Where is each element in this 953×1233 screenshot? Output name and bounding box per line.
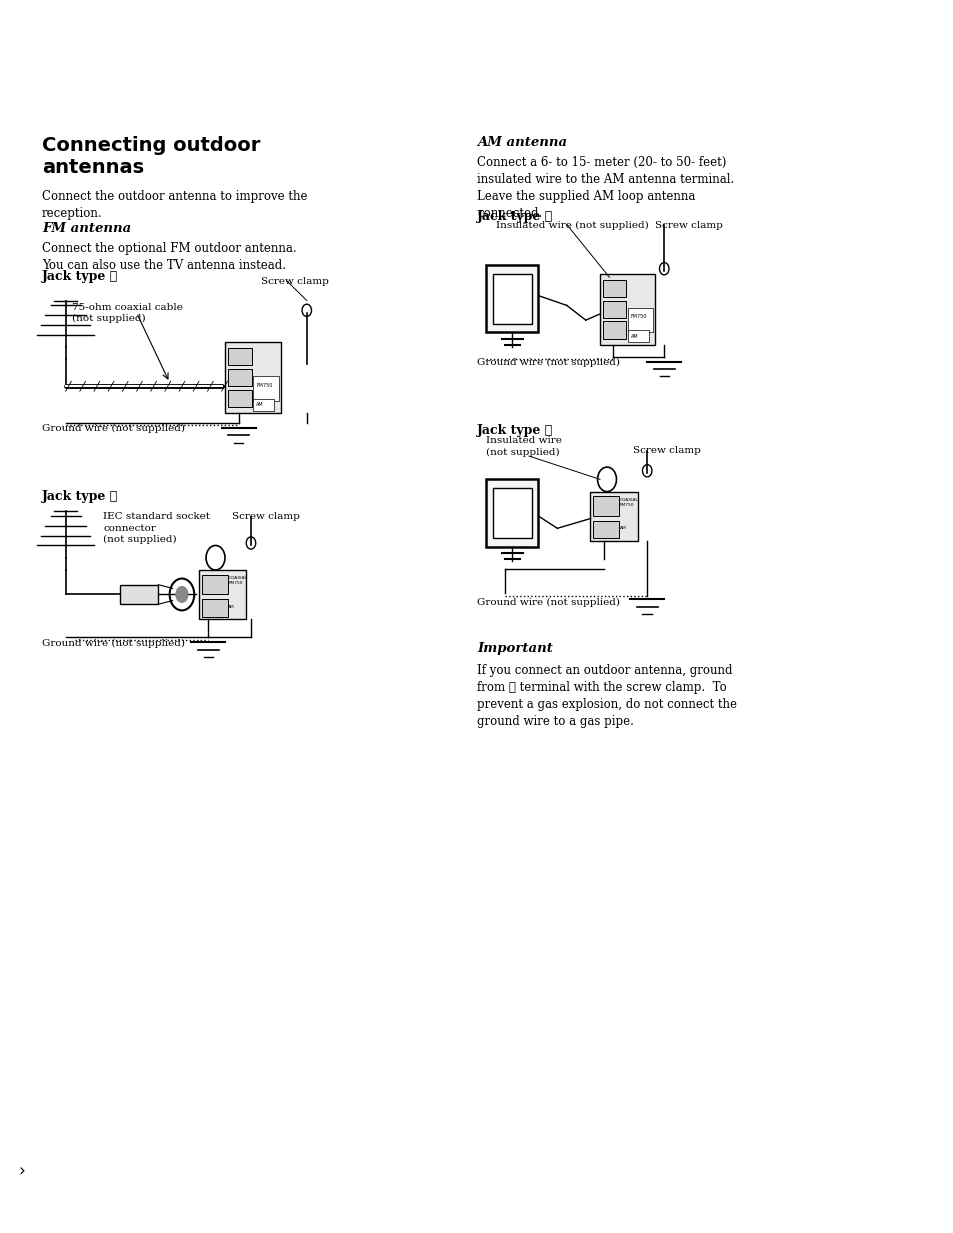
Bar bbox=[590, 492, 638, 540]
Text: Insulated wire
(not supplied): Insulated wire (not supplied) bbox=[486, 436, 561, 456]
Text: Ground wire (not supplied): Ground wire (not supplied) bbox=[476, 358, 619, 367]
Bar bbox=[599, 274, 655, 345]
Bar bbox=[225, 343, 280, 413]
Bar bbox=[493, 274, 531, 324]
Bar bbox=[202, 575, 228, 594]
Text: Connect the optional FM outdoor antenna.
You can also use the TV antenna instead: Connect the optional FM outdoor antenna.… bbox=[42, 242, 296, 271]
Text: Screw clamp: Screw clamp bbox=[232, 513, 299, 522]
Text: Ground wire (not supplied): Ground wire (not supplied) bbox=[476, 598, 619, 608]
Bar bbox=[486, 480, 537, 546]
Text: FM750: FM750 bbox=[255, 382, 273, 387]
Bar bbox=[486, 265, 537, 333]
Bar bbox=[228, 369, 252, 386]
Bar bbox=[602, 322, 625, 339]
Text: FM750: FM750 bbox=[630, 314, 646, 319]
Bar bbox=[593, 497, 618, 517]
Text: If you connect an outdoor antenna, ground
from ℋ terminal with the screw clamp. : If you connect an outdoor antenna, groun… bbox=[476, 665, 737, 729]
Text: Jack type Ⓑ: Jack type Ⓑ bbox=[476, 424, 553, 438]
Text: Jack type Ⓐ: Jack type Ⓐ bbox=[476, 210, 553, 223]
Text: AM: AM bbox=[255, 402, 263, 407]
Text: Important: Important bbox=[476, 642, 553, 655]
Text: Connect the outdoor antenna to improve the
reception.: Connect the outdoor antenna to improve t… bbox=[42, 190, 307, 221]
Text: 75-ohm coaxial cable
(not supplied): 75-ohm coaxial cable (not supplied) bbox=[72, 303, 183, 323]
Text: Screw clamp: Screw clamp bbox=[261, 277, 329, 286]
Text: Connecting outdoor
antennas: Connecting outdoor antennas bbox=[42, 137, 260, 178]
Text: Ground wire (not supplied): Ground wire (not supplied) bbox=[42, 639, 185, 647]
Text: COAXIAL
FM750: COAXIAL FM750 bbox=[619, 498, 638, 507]
Bar bbox=[202, 599, 228, 616]
Text: Connect a 6- to 15- meter (20- to 50- feet)
insulated wire to the AM antenna ter: Connect a 6- to 15- meter (20- to 50- fe… bbox=[476, 157, 734, 219]
Bar bbox=[253, 376, 278, 401]
Text: Screw clamp: Screw clamp bbox=[633, 446, 700, 455]
Bar bbox=[493, 488, 531, 538]
Text: Insulated wire (not supplied): Insulated wire (not supplied) bbox=[496, 221, 648, 231]
Text: AM antenna: AM antenna bbox=[476, 137, 566, 149]
Text: IEC standard socket
connector
(not supplied): IEC standard socket connector (not suppl… bbox=[103, 513, 211, 544]
Text: FM antenna: FM antenna bbox=[42, 222, 132, 236]
Bar bbox=[602, 301, 625, 318]
Text: Ground wire (not supplied): Ground wire (not supplied) bbox=[42, 424, 185, 433]
Circle shape bbox=[175, 586, 189, 603]
Text: ›: › bbox=[18, 1161, 25, 1180]
Bar bbox=[627, 308, 653, 333]
Bar bbox=[253, 398, 274, 411]
Text: COAXIAL
FM750: COAXIAL FM750 bbox=[228, 577, 247, 584]
Bar bbox=[593, 522, 618, 538]
Text: AM: AM bbox=[228, 604, 234, 609]
Bar bbox=[228, 348, 252, 365]
Text: Jack type Ⓐ: Jack type Ⓐ bbox=[42, 270, 118, 282]
Bar bbox=[120, 584, 158, 604]
Text: AM: AM bbox=[630, 334, 638, 339]
Text: AM: AM bbox=[619, 526, 626, 530]
Text: Jack type Ⓑ: Jack type Ⓑ bbox=[42, 491, 118, 503]
Text: Screw clamp: Screw clamp bbox=[654, 221, 722, 229]
Bar bbox=[228, 390, 252, 407]
Bar bbox=[627, 330, 648, 343]
Bar bbox=[199, 570, 246, 619]
Bar bbox=[602, 280, 625, 297]
